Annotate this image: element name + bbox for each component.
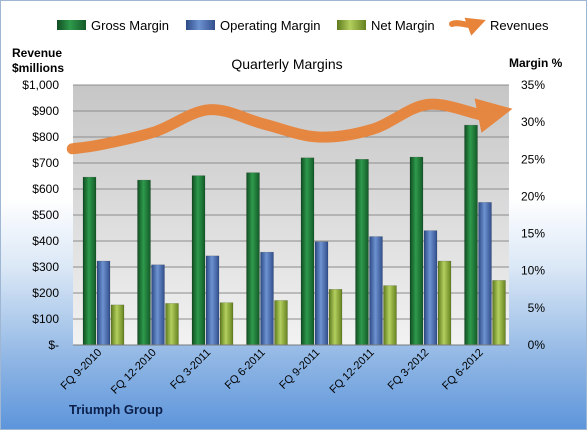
legend-label-operating-margin: Operating Margin [220, 18, 320, 33]
footer-company-name: Triumph Group [69, 402, 163, 417]
x-tick-label: FQ 3-2011 [168, 347, 213, 392]
net-margin-bar [328, 289, 343, 346]
legend-label-gross-margin: Gross Margin [91, 18, 169, 33]
left-tick-label: $300 [32, 260, 59, 274]
left-tick-label: $100 [32, 312, 59, 326]
left-tick-label: $1,000 [22, 78, 59, 92]
right-axis-title: Margin % [509, 56, 563, 70]
legend-item-net-margin: Net Margin [337, 18, 435, 33]
net-margin-bar [274, 300, 288, 346]
gross-margin-bar [300, 157, 315, 346]
gross-margin-bar [464, 124, 478, 346]
operating-margin-bar [260, 251, 274, 346]
gross-margin-bar [191, 175, 206, 346]
legend-item-operating-margin: Operating Margin [186, 18, 320, 33]
gross-margin-bar [137, 179, 151, 346]
left-tick-label: $- [48, 338, 59, 352]
right-tick-label: 20% [521, 189, 545, 203]
x-tick-label: FQ 9-2010 [59, 347, 105, 393]
revenues-line [66, 98, 513, 155]
right-tick-label: 35% [521, 78, 545, 92]
x-tick-label: FQ 9-2011 [277, 347, 322, 392]
right-tick-label: 10% [521, 264, 545, 278]
legend-swatch-net-margin [337, 20, 366, 30]
left-tick-label: $900 [32, 104, 59, 118]
left-tick-label: $500 [32, 208, 59, 222]
gross-margin-bar [246, 172, 260, 346]
operating-margin-bar [151, 264, 165, 346]
x-tick-label: FQ 6-2011 [223, 347, 268, 392]
net-margin-bar [383, 285, 397, 346]
right-tick-label: 30% [521, 115, 545, 129]
left-tick-label: $400 [32, 234, 59, 248]
operating-margin-bar [423, 230, 438, 346]
legend-item-gross-margin: Gross Margin [57, 18, 169, 33]
x-tick-label: FQ 12-2010 [109, 347, 159, 397]
legend-swatch-operating-margin [186, 20, 215, 30]
operating-margin-bar [96, 260, 111, 346]
legend-label-revenues: Revenues [490, 18, 549, 33]
x-tick-label: FQ 12-2011 [327, 347, 376, 396]
gross-margin-bar [82, 176, 97, 346]
right-tick-label: 0% [528, 338, 546, 352]
operating-margin-bar [369, 236, 383, 346]
operating-margin-bar [314, 241, 329, 346]
left-axis-title: Revenue $millions [12, 46, 65, 75]
right-tick-label: 15% [521, 227, 545, 241]
net-margin-bar [219, 302, 234, 346]
x-axis: FQ 9-2010 FQ 12-2010 FQ 3-2011 FQ 6-2011 FQ … [59, 344, 509, 397]
x-tick-label: FQ 6-2012 [440, 347, 486, 393]
right-tick-label: 5% [528, 301, 546, 315]
revenue-line [66, 98, 513, 155]
net-margin-bar [437, 260, 452, 346]
legend-item-revenues: Revenues [449, 17, 549, 36]
bars [82, 124, 506, 346]
operating-margin-bar [478, 202, 492, 346]
net-margin-bar [492, 280, 506, 346]
right-axis: 0% 5% 10% 15% 20% 25% 30% 35% [521, 78, 545, 352]
right-tick-label: 25% [521, 152, 545, 166]
operating-margin-bar [205, 255, 220, 346]
net-margin-bar [165, 303, 179, 346]
gross-margin-bar [355, 159, 369, 346]
left-tick-label: $700 [32, 156, 59, 170]
left-axis: $- $100 $200 $300 $400 $500 $600 $700 $800 $900 $1… [22, 78, 59, 352]
chart-title: Quarterly Margins [231, 56, 342, 72]
left-tick-label: $800 [32, 130, 59, 144]
legend: Gross Margin Operating Margin Net Margin… [57, 17, 549, 36]
net-margin-bar [110, 304, 125, 346]
legend-label-net-margin: Net Margin [371, 18, 435, 33]
left-tick-label: $200 [32, 286, 59, 300]
gross-margin-bar [409, 156, 424, 346]
legend-swatch-revenues [449, 17, 486, 36]
legend-swatch-gross-margin [57, 20, 86, 30]
left-tick-label: $600 [32, 182, 59, 196]
x-tick-label: FQ 3-2012 [386, 347, 432, 393]
